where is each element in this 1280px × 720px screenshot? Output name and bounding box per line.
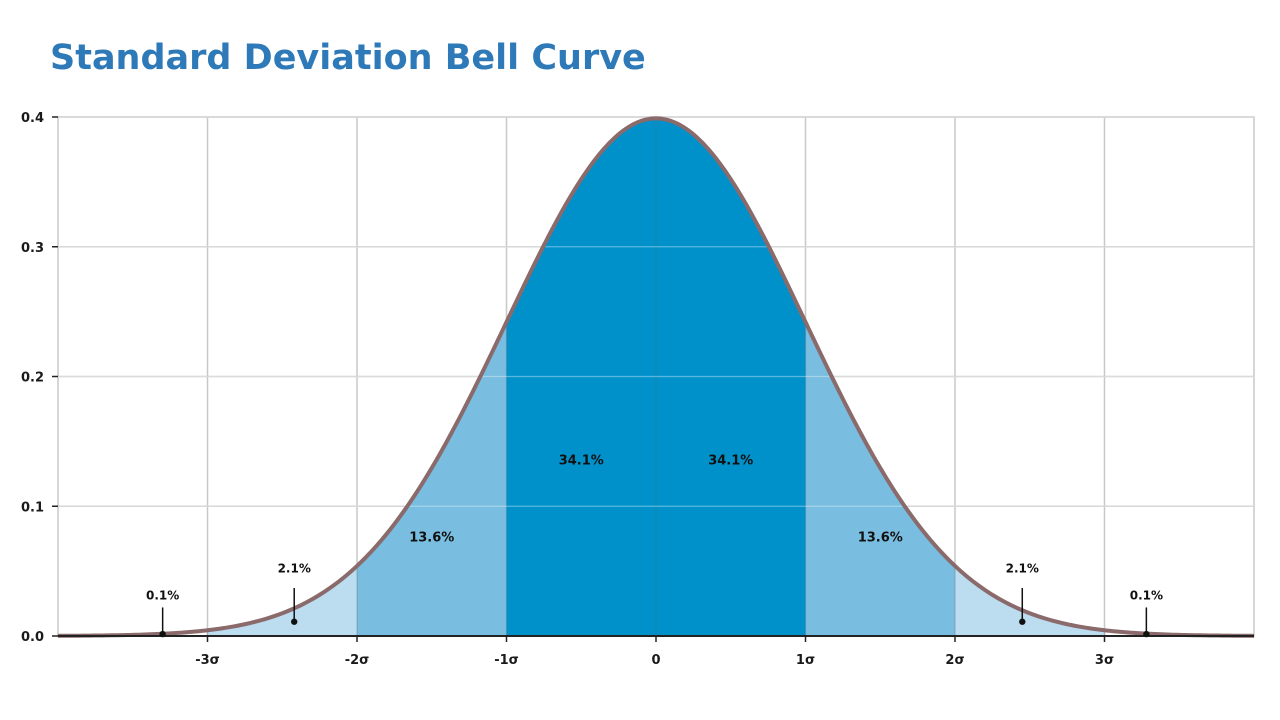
x-tick-label: -2σ [345,653,370,668]
x-tick-label: 2σ [945,653,964,668]
y-tick-label: 0.2 [21,371,44,386]
y-tick-label: 0.1 [21,500,44,515]
x-tick-label: 0 [651,653,660,668]
band-pointer-dot [291,618,298,625]
band-label: 0.1% [1130,589,1163,603]
band-area-inner [656,118,806,637]
band-area-outer [207,565,357,636]
axes: 0.0 0.1 0.2 0.3 0.4 -3σ -2σ -1σ 0 1σ 2σ 3σ [21,111,1254,668]
band-labels: 0.1% 2.1% 13.6% 34.1% 34.1% 13.6% 2.1% 0.1% [146,454,1163,638]
band-label: 13.6% [858,530,903,545]
band-area-outer [955,565,1105,636]
x-tick-label: 1σ [796,653,815,668]
x-tick-label: -3σ [195,653,220,668]
x-tick-label: 3σ [1095,653,1114,668]
band-label: 13.6% [409,530,454,545]
band-label: 2.1% [1006,561,1039,575]
band-label: 2.1% [278,561,311,575]
band-label: 34.1% [559,454,604,469]
bell-curve-line [57,116,1255,638]
curve-layer [57,116,1255,638]
band-label: 34.1% [708,454,753,469]
band-area-inner [506,118,656,637]
band-pointer-dot [1019,618,1026,625]
band-pointer-dot [1143,630,1150,638]
y-tick-label: 0.0 [21,630,44,645]
shaded-areas [58,116,1254,637]
x-tick-label: -1σ [494,653,519,668]
y-tick-label: 0.4 [21,111,44,126]
y-tick-label: 0.3 [21,241,44,256]
chart-title: Standard Deviation Bell Curve [50,38,646,78]
band-pointer-dot [159,630,166,638]
band-label: 0.1% [146,589,179,603]
